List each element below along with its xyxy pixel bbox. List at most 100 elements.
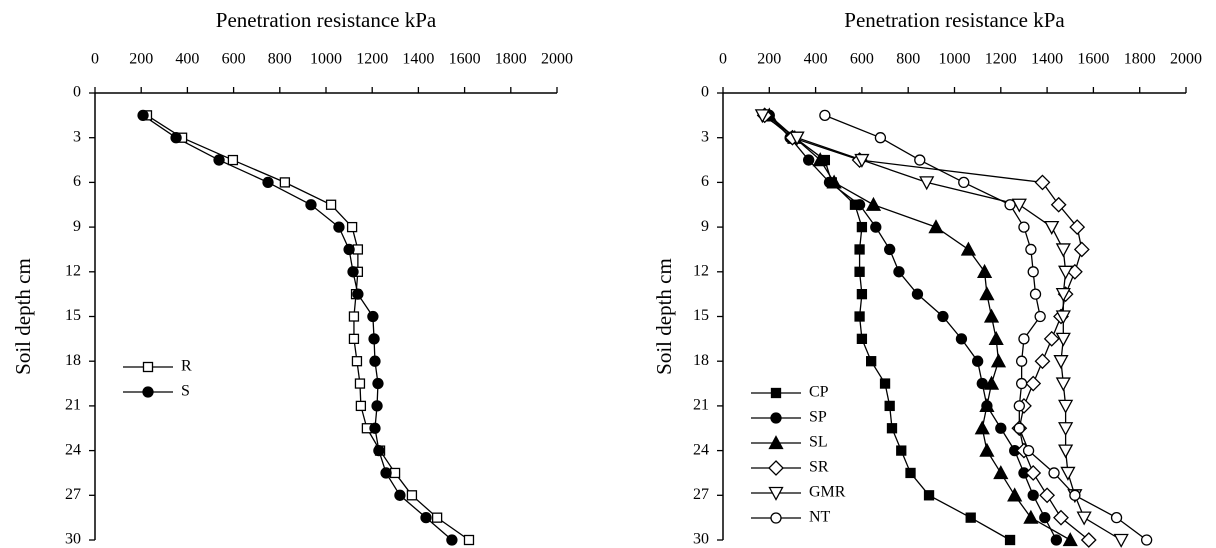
legend-marker [770, 412, 782, 424]
x-tick-label: 1600 [449, 51, 481, 68]
marker [1055, 287, 1071, 303]
marker [1015, 355, 1028, 367]
y-axis-title: Soil depth cm [11, 258, 35, 375]
marker [1027, 489, 1039, 501]
marker [884, 400, 895, 412]
series-line [146, 114, 470, 541]
marker [983, 308, 1000, 323]
marker [446, 534, 458, 546]
marker [979, 398, 995, 413]
y-axis-title: Soil depth cm [652, 258, 676, 375]
legend-label: NT [809, 509, 831, 526]
marker [1062, 532, 1078, 547]
y-tick-label: 0 [73, 84, 81, 101]
y-tick-label: 24 [65, 441, 81, 458]
marker [1053, 509, 1069, 526]
y-tick-label: 27 [65, 486, 81, 503]
marker [988, 330, 1004, 346]
marker [348, 311, 360, 322]
marker [995, 422, 1007, 434]
y-tick-label: 6 [73, 173, 81, 190]
x-tick-label: 1200 [356, 51, 388, 68]
marker [1039, 487, 1056, 504]
marker [420, 512, 432, 524]
marker [343, 243, 355, 256]
x-tick-label: 2000 [1170, 51, 1202, 68]
marker [1034, 310, 1046, 323]
marker [1015, 377, 1028, 390]
y-tick-label: 12 [65, 262, 81, 279]
x-tick-label: 200 [757, 51, 781, 68]
marker [380, 467, 392, 479]
marker [137, 109, 149, 121]
marker [1053, 355, 1069, 370]
x-tick-label: 1400 [1031, 51, 1063, 68]
y-tick-label: 6 [701, 173, 709, 190]
marker [1055, 310, 1071, 325]
marker [1027, 266, 1039, 278]
marker [983, 375, 1000, 390]
marker [355, 400, 367, 412]
marker [279, 177, 291, 188]
marker [406, 490, 418, 501]
marker [346, 221, 358, 233]
legend-label: SR [809, 459, 829, 476]
marker [1058, 399, 1074, 414]
marker [990, 353, 1007, 368]
marker [886, 423, 898, 434]
x-axis-title: Penetration resistance kPa [844, 8, 1065, 32]
marker [856, 221, 868, 233]
x-tick-label: 1000 [939, 51, 971, 68]
marker [369, 422, 381, 434]
marker [919, 176, 935, 191]
marker [1055, 377, 1071, 392]
marker [937, 310, 949, 323]
marker [1076, 511, 1092, 526]
marker [1058, 265, 1074, 280]
marker [854, 153, 870, 168]
y-tick-label: 9 [701, 218, 709, 235]
legend-label: R [181, 358, 192, 375]
marker [227, 154, 239, 166]
y-tick-label: 9 [73, 218, 81, 235]
marker [368, 333, 380, 345]
x-tick-label: 800 [896, 51, 920, 68]
marker [853, 199, 866, 211]
marker [1048, 467, 1060, 479]
marker [974, 420, 990, 435]
marker [1004, 534, 1016, 546]
marker [463, 534, 475, 546]
marker [1073, 241, 1090, 258]
marker [367, 310, 379, 323]
legend-marker [770, 387, 782, 399]
marker [373, 444, 385, 457]
series-line [768, 114, 1071, 541]
marker [372, 377, 384, 390]
marker [856, 288, 868, 300]
marker [1029, 288, 1042, 300]
marker [960, 241, 976, 256]
marker [352, 288, 364, 300]
marker [1080, 532, 1097, 548]
x-tick-label: 600 [222, 51, 246, 68]
marker [431, 512, 443, 523]
y-tick-label: 21 [693, 397, 709, 414]
marker [1110, 512, 1123, 524]
marker [333, 221, 345, 233]
y-tick-label: 3 [701, 128, 709, 145]
x-tick-label: 800 [268, 51, 292, 68]
legend-marker [768, 486, 784, 501]
marker [1050, 196, 1067, 213]
x-tick-label: 400 [175, 51, 199, 68]
marker [1025, 375, 1042, 392]
legend-label: GMR [809, 484, 846, 501]
marker [213, 154, 225, 166]
legend-marker [768, 435, 784, 450]
marker [1140, 534, 1153, 546]
x-tick-label: 1600 [1077, 51, 1109, 68]
marker [866, 356, 877, 367]
marker [870, 221, 882, 233]
marker [348, 333, 360, 345]
marker [351, 356, 363, 367]
x-tick-label: 1000 [310, 51, 342, 68]
